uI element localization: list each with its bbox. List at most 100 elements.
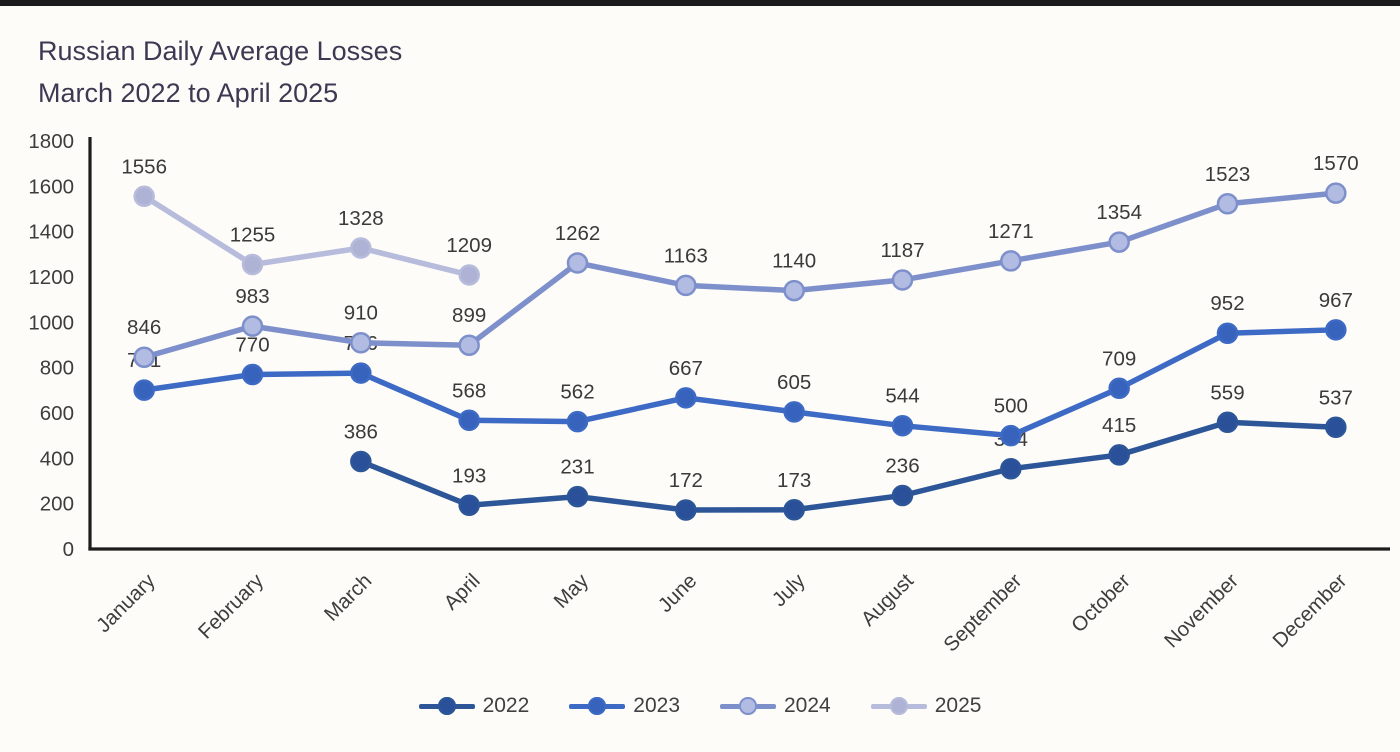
series-2023-data-label: 709 (1102, 347, 1136, 370)
x-axis-month-label: August (857, 569, 919, 631)
series-2024-data-label: 983 (235, 285, 269, 308)
series-2024-data-label: 846 (127, 316, 161, 339)
y-axis-tick-label: 0 (63, 538, 74, 561)
x-axis-month-label: May (549, 569, 593, 613)
series-2022-line (358, 419, 1339, 513)
y-axis-tick-label: 200 (40, 493, 74, 516)
legend-marker-2023-icon (569, 696, 626, 716)
series-2025-line (141, 193, 472, 278)
x-axis-month-label: September (939, 569, 1026, 656)
legend-label-2025: 2025 (934, 694, 982, 717)
y-axis-tick-label: 1200 (28, 266, 74, 289)
series-2024-data-label: 1354 (1096, 201, 1142, 224)
series-2022-marker (783, 499, 805, 521)
legend-item-2024[interactable]: 2024 (720, 694, 831, 718)
y-axis-tick-label: 800 (40, 357, 74, 380)
series-2024-marker (891, 269, 914, 291)
series-2023-data-label: 568 (452, 379, 486, 402)
series-2025-data-label: 1255 (230, 224, 276, 247)
legend-marker-2025-icon (870, 696, 927, 716)
series-2022-marker (891, 484, 914, 507)
series-2024-data-label: 1262 (555, 222, 601, 245)
series-2024-marker (566, 252, 589, 274)
series-2024-marker (1108, 231, 1130, 253)
series-2023-marker (133, 379, 155, 401)
legend-label-2022: 2022 (482, 694, 530, 717)
top-accent-bar (0, 0, 1400, 6)
series-2025-data-label: 1556 (121, 155, 167, 178)
series-2022-marker (458, 494, 480, 517)
series-2024-line (141, 190, 1339, 360)
series-2023-marker (891, 414, 914, 437)
series-2023-marker (1000, 424, 1022, 447)
series-2025-marker (133, 185, 155, 208)
legend-item-2022[interactable]: 2022 (418, 694, 530, 718)
series-2024-data-label: 910 (344, 302, 378, 325)
series-2023-marker (1325, 319, 1347, 341)
series-2022-data-label: 172 (669, 469, 703, 492)
series-2024-marker (675, 274, 697, 297)
series-2022-data-label: 386 (344, 421, 378, 444)
series-2024-data-label: 1140 (772, 250, 816, 273)
x-axis-month-label: December (1268, 569, 1351, 652)
series-2025-marker (350, 237, 372, 259)
legend-item-2025[interactable]: 2025 (870, 694, 982, 718)
chart-title: Russian Daily Average Losses March 2022 … (38, 36, 403, 108)
series-2023-marker (458, 409, 480, 432)
series-2023-marker (783, 401, 805, 423)
series-2022-marker (566, 485, 589, 508)
x-axis-month-label: July (768, 569, 811, 612)
legend-item-2023[interactable]: 2023 (569, 694, 680, 718)
series-2023-marker (1108, 377, 1130, 400)
series-2023-marker (350, 362, 372, 384)
series-2023-data-label: 770 (235, 333, 269, 356)
series-2023-data-label: 952 (1210, 292, 1244, 315)
legend-label-2024: 2024 (784, 694, 831, 717)
series-2022-data-label: 236 (885, 455, 919, 478)
legend-marker-2022-icon (418, 696, 475, 716)
series-2024-marker (783, 279, 805, 302)
series-2022-data-label: 231 (560, 456, 594, 479)
x-axis-month-label: October (1067, 569, 1135, 637)
series-2023-data-label: 667 (669, 357, 703, 380)
series-2025-marker (458, 264, 480, 286)
series-2023-data-label: 562 (560, 381, 594, 404)
x-axis-month-label: April (439, 569, 484, 614)
series-2024-data-label: 1570 (1313, 152, 1359, 175)
series-2022-data-label: 173 (777, 469, 811, 492)
series-2022-data-label: 537 (1319, 386, 1353, 409)
legend-label-2023: 2023 (633, 694, 680, 717)
y-axis-tick-label: 1000 (28, 311, 74, 334)
series-2023-data-label: 967 (1319, 289, 1353, 312)
y-axis-tick-label: 1800 (28, 130, 74, 153)
series-2022-marker (1108, 444, 1130, 466)
series-2024-marker (350, 331, 372, 354)
series-2022-marker (1216, 411, 1239, 434)
x-axis-month-label: January (92, 569, 160, 637)
x-axis-month-label: November (1160, 569, 1243, 652)
series-2024-marker (1325, 182, 1347, 204)
series-2025-marker (241, 253, 264, 276)
series-2023-marker (241, 363, 264, 386)
x-axis-month-label: February (194, 569, 269, 644)
series-2023-marker (566, 410, 589, 433)
series-2024-marker (1216, 193, 1239, 215)
series-2024-data-label: 1163 (664, 244, 708, 267)
series-2023-marker (1216, 322, 1239, 344)
series-2022-marker (675, 499, 697, 521)
series-2022-data-label: 559 (1210, 381, 1244, 404)
y-axis-tick-label: 400 (40, 447, 74, 470)
series-2022-marker (1325, 416, 1347, 439)
series-2022-marker (1000, 458, 1022, 480)
series-2023-data-label: 500 (994, 395, 1028, 418)
series-2023-line (141, 327, 1339, 439)
series-2024-marker (241, 315, 264, 337)
y-axis-tick-label: 1400 (28, 221, 74, 244)
series-2024-data-label: 899 (452, 304, 486, 327)
series-2023-data-label: 605 (777, 371, 811, 394)
x-axis-month-label: June (654, 569, 702, 617)
series-2024-data-label: 1187 (880, 239, 924, 262)
series-2022-data-label: 415 (1102, 414, 1136, 437)
series-2022-marker (350, 450, 372, 473)
